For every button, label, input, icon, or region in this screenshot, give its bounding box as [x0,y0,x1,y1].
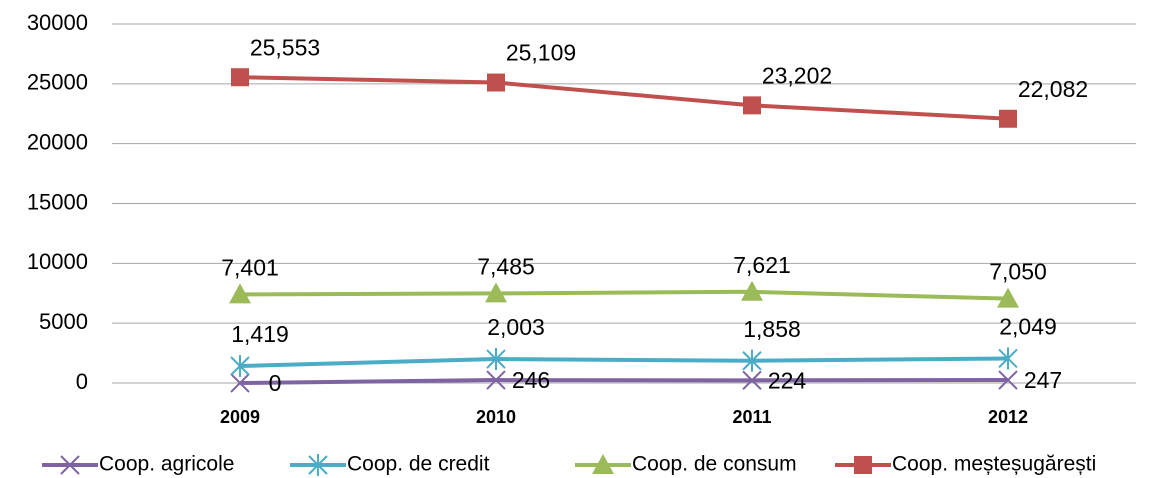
legend-label: Coop. agricole [99,453,234,476]
data-label: 2,003 [487,314,545,340]
data-label: 2,049 [999,314,1057,340]
marker [742,370,762,391]
marker [486,370,506,390]
y-tick-label: 10000 [27,249,88,274]
data-label: 23,202 [762,62,832,88]
marker [487,73,505,92]
marker [999,109,1017,128]
data-label: 7,401 [221,255,279,281]
data-label: 224 [768,367,807,393]
legend-label: Coop. de credit [347,453,490,476]
data-label: 0 [269,370,282,396]
data-label: 25,553 [250,34,320,60]
x-tick-label: 2009 [220,407,260,427]
marker [229,283,251,304]
marker [743,96,761,115]
data-label: 247 [1024,367,1062,393]
legend-item: Coop. de credit [290,453,490,476]
series-line [239,289,1009,301]
marker [742,349,762,372]
marker [741,280,763,301]
legend-item: Coop. agricole [42,453,234,476]
legend-label: Coop. meșteșugărești [892,453,1096,476]
y-tick-label: 30000 [27,10,88,35]
x-tick-label: 2012 [988,407,1028,427]
data-label: 22,082 [1018,76,1088,102]
x-tick-label: 2011 [732,407,771,427]
data-label: 1,419 [231,321,289,347]
marker [231,68,249,87]
y-tick-label: 15000 [27,189,88,214]
series-line [239,378,1009,385]
y-tick-label: 0 [76,369,88,394]
legend-item: Coop. de consum [575,453,797,476]
marker [60,455,80,475]
marker [230,373,250,393]
marker [998,370,1018,390]
marker [998,347,1018,370]
marker [485,282,507,303]
y-tick-label: 20000 [27,129,88,154]
x-tick-label: 2010 [476,407,516,427]
marker [230,355,250,378]
marker [592,454,614,474]
marker [486,348,506,371]
y-tick-label: 25000 [27,70,88,95]
data-label: 246 [512,367,550,393]
series-line [239,75,1009,121]
data-label: 7,050 [989,259,1047,285]
legend-label: Coop. de consum [632,453,797,476]
data-label: 7,485 [477,254,535,280]
y-tick-label: 5000 [39,309,88,334]
series-line [239,356,1009,369]
data-label: 7,621 [733,252,791,278]
data-label: 25,109 [506,40,576,66]
marker [308,454,328,476]
marker [997,287,1019,308]
data-label: 1,858 [743,316,801,342]
legend-item: Coop. meșteșugărești [835,453,1096,476]
marker [854,456,872,474]
